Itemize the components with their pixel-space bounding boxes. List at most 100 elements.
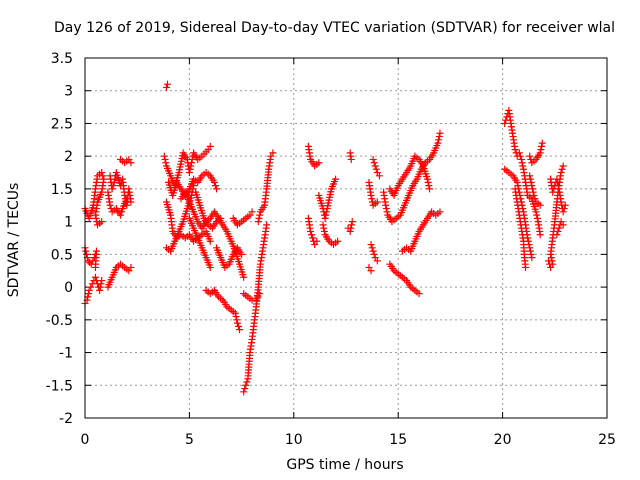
x-tick-label: 25 [598, 432, 616, 448]
data-point [382, 205, 390, 213]
data-point [529, 185, 537, 193]
data-point [243, 378, 251, 386]
data-point [118, 208, 126, 216]
data-point [334, 237, 342, 245]
data-point [528, 254, 536, 262]
data-point [187, 159, 195, 167]
data-point [256, 211, 264, 219]
data-point [210, 178, 218, 186]
data-point [522, 263, 530, 271]
x-tick-label: 5 [185, 432, 194, 448]
data-point [97, 280, 105, 288]
data-point [99, 172, 107, 180]
data-point [233, 319, 241, 327]
data-point [332, 175, 340, 183]
data-point [187, 191, 195, 199]
data-point [236, 326, 244, 334]
data-point [240, 388, 248, 396]
data-point [557, 169, 565, 177]
data-point [269, 149, 277, 157]
data-point [238, 250, 246, 258]
data-point [423, 175, 431, 183]
data-point [515, 149, 523, 157]
data-point [86, 259, 94, 267]
data-point [348, 218, 356, 226]
data-point [528, 182, 536, 190]
data-point [533, 214, 541, 222]
data-point [519, 162, 527, 170]
y-tick-label: 1.5 [51, 182, 73, 198]
data-point [367, 267, 375, 275]
data-point [436, 129, 444, 137]
data-point [371, 162, 379, 170]
data-point [162, 83, 170, 91]
data-point [213, 185, 221, 193]
data-point [549, 260, 557, 268]
data-point [242, 381, 250, 389]
data-point [241, 385, 249, 393]
data-point [557, 198, 565, 206]
data-series-sdtvar [81, 80, 569, 396]
data-point [532, 208, 540, 216]
y-axis-ticks: -2 -1.5 -1 -0.5 0 0.5 1 1.5 2 2.5 3 3.5 [46, 51, 607, 427]
data-point [369, 247, 377, 255]
data-point [501, 119, 509, 127]
data-point [526, 247, 534, 255]
data-point [382, 201, 390, 209]
data-point [320, 224, 328, 232]
data-point [96, 283, 104, 291]
data-point [161, 155, 169, 163]
data-point [560, 205, 568, 213]
data-point [206, 237, 214, 245]
data-point [108, 185, 116, 193]
data-point [308, 231, 316, 239]
data-point [367, 241, 375, 249]
y-tick-label: 2 [64, 149, 73, 165]
data-point [549, 188, 557, 196]
plot-frame [84, 57, 608, 419]
data-point [212, 182, 219, 190]
data-point [185, 169, 193, 177]
x-axis-label: GPS time / hours [286, 457, 404, 473]
data-point [84, 290, 92, 298]
data-point [415, 290, 423, 298]
data-point [110, 178, 118, 186]
data-point [373, 198, 381, 206]
data-point [111, 175, 119, 183]
data-point [85, 286, 93, 294]
x-tick-label: 0 [81, 432, 90, 448]
data-point [315, 159, 323, 167]
y-tick-label: -0.5 [46, 313, 73, 329]
data-point [233, 316, 241, 324]
data-point [369, 155, 377, 163]
data-point [537, 146, 545, 154]
data-point [190, 182, 198, 190]
data-point [526, 172, 534, 180]
data-point [232, 313, 240, 321]
data-point [348, 221, 356, 229]
data-point [536, 201, 544, 209]
data-point [559, 221, 567, 229]
data-point [206, 142, 214, 150]
data-point [370, 159, 378, 167]
data-point [321, 214, 329, 222]
y-tick-label: 1 [64, 215, 73, 231]
data-point [206, 263, 214, 271]
data-point [368, 195, 376, 203]
chart-title: Day 126 of 2019, Sidereal Day-to-day VTE… [54, 20, 616, 36]
data-point [307, 227, 315, 235]
data-point [526, 152, 534, 160]
data-point [426, 185, 434, 193]
data-point [511, 146, 519, 154]
x-tick-label: 15 [389, 432, 407, 448]
data-point [436, 208, 444, 216]
data-point [106, 201, 114, 209]
data-point [435, 133, 443, 141]
data-point [163, 80, 171, 88]
data-point [553, 175, 561, 183]
data-point [530, 191, 538, 199]
data-point [554, 182, 562, 190]
data-point [254, 218, 262, 226]
data-point [91, 211, 99, 219]
